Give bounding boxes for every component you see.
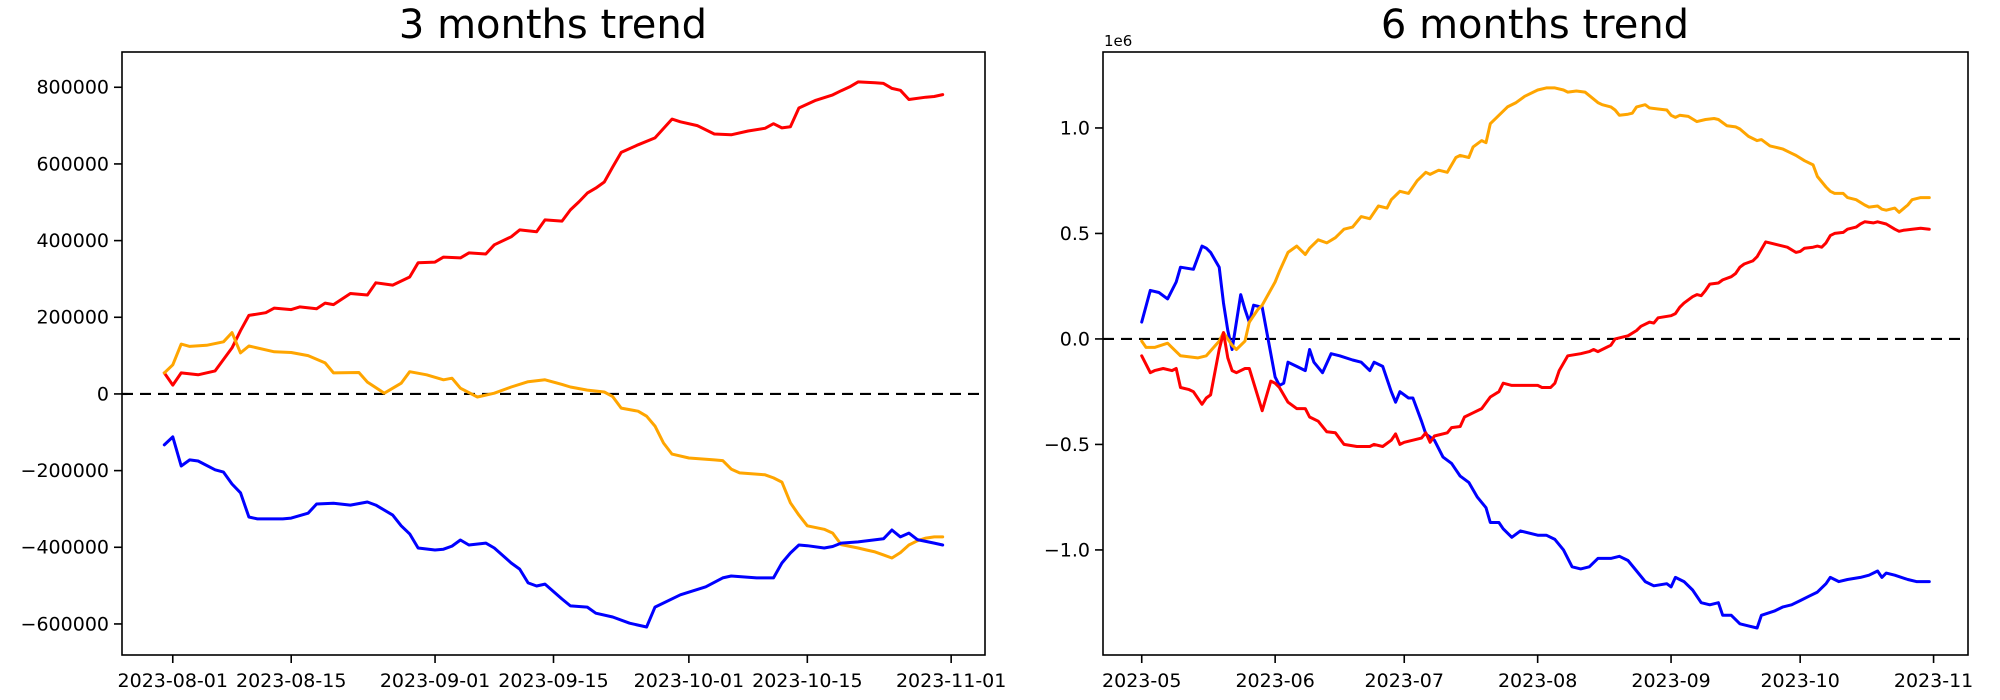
series-line-orange [1140, 86, 1931, 360]
y-tick-label: 400000 [36, 230, 109, 252]
x-tick-label: 2023-08 [1498, 670, 1577, 692]
y-tick-label: 200000 [36, 307, 109, 329]
x-tick-label: 2023-10-01 [634, 670, 744, 692]
x-tick-label: 2023-11 [1894, 670, 1973, 692]
series-line-red [162, 80, 945, 387]
y-tick-label: 0.5 [1060, 223, 1090, 245]
y-tick-label: 800000 [36, 77, 109, 99]
x-tick-label: 2023-05 [1102, 670, 1181, 692]
x-tick-label: 2023-10-15 [752, 670, 862, 692]
y-tick-label: −1.0 [1044, 539, 1090, 561]
y-tick-label: 1.0 [1060, 117, 1090, 139]
y-tick-label: −400000 [21, 537, 109, 559]
axes-border [1102, 51, 1969, 656]
chart-title-6-months: 6 months trend [1381, 2, 1689, 48]
axes-border [121, 51, 986, 656]
x-tick-label: 2023-08-01 [118, 670, 228, 692]
chart-title-3-months: 3 months trend [399, 2, 707, 48]
series-line-red [1140, 220, 1931, 448]
x-tick-label: 2023-07 [1365, 670, 1444, 692]
series-line-orange [162, 331, 945, 560]
y-tick-label: 0 [97, 383, 109, 405]
chart-6-months: 1.0 0.5 0.0 −0.5 −1.0 2023-05 2023-06 2023-07 20… [1044, 51, 1973, 692]
x-tick-label: 2023-09-15 [498, 670, 608, 692]
y-tick-label: 0.0 [1060, 328, 1090, 350]
x-tick-label: 2023-11-01 [896, 670, 1006, 692]
x-tick-label: 2023-09-01 [380, 670, 490, 692]
chart-3-months: 800000 600000 400000 200000 0 −200000 −400000 −… [21, 51, 1006, 692]
x-tick-label: 2023-10 [1760, 670, 1839, 692]
y-tick-label: 600000 [36, 153, 109, 175]
x-tick-label: 2023-08-15 [236, 670, 346, 692]
series-line-blue [162, 435, 945, 629]
y-tick-label: −0.5 [1044, 434, 1090, 456]
x-tick-label: 2023-06 [1235, 670, 1314, 692]
y-tick-label: −600000 [21, 613, 109, 635]
x-tick-label: 2023-09 [1631, 670, 1710, 692]
y-axis-offset-label-1e6: 1e6 [1104, 32, 1132, 50]
y-tick-label: −200000 [21, 460, 109, 482]
series-line-blue [1140, 244, 1931, 630]
